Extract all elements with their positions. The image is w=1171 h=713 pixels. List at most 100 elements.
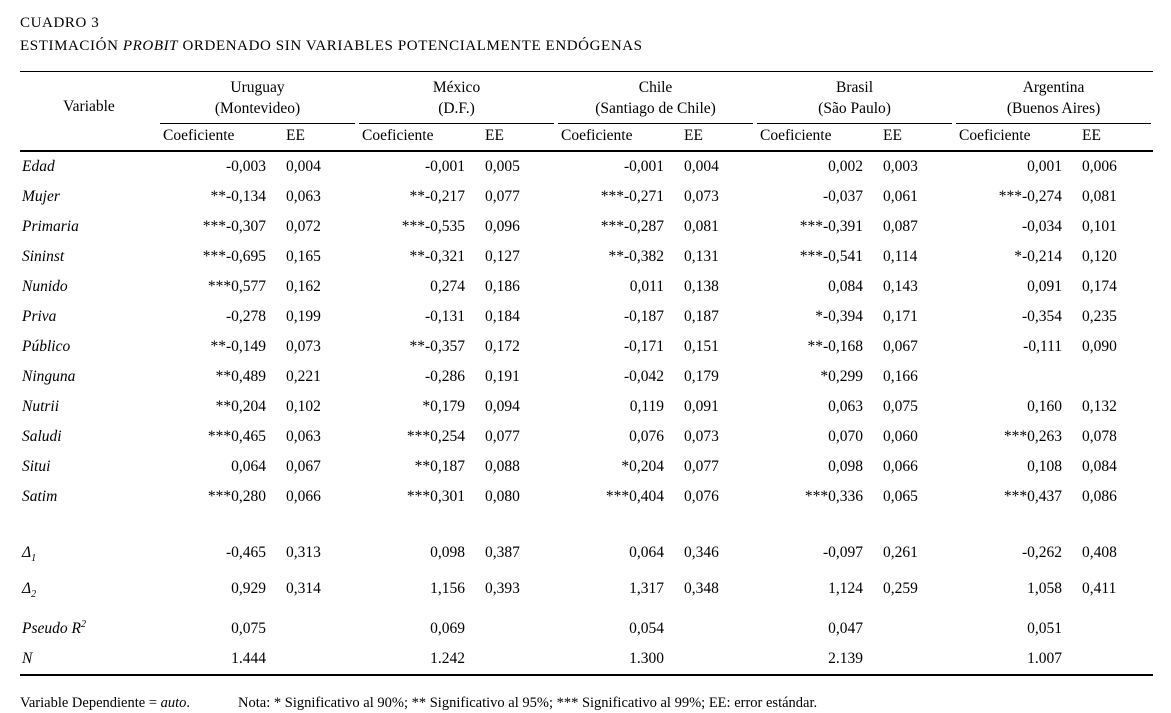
ee-cell: 0,004	[286, 158, 321, 175]
coefficient-cell: 0,274	[430, 278, 466, 295]
coefficient-cell: 0,063	[828, 398, 864, 415]
coefficient-cell: ***0,263	[1003, 428, 1063, 445]
ee-cell: 0,174	[1082, 278, 1117, 295]
ee-header: EE	[284, 124, 358, 152]
coefficient-cell: 0,075	[231, 620, 266, 638]
coefficient-cell: *0,299	[820, 368, 864, 385]
row-variable-label: Situi	[22, 458, 51, 475]
coefficient-cell: ***0,404	[605, 488, 665, 505]
coefficient-cell: ***0,280	[207, 488, 266, 505]
ee-cell: 0,080	[485, 488, 520, 505]
ee-cell: 0,090	[1082, 338, 1117, 355]
coefficient-cell: 0,070	[828, 428, 864, 445]
coefficient-cell: -0,286	[424, 368, 466, 385]
ee-cell: 0,091	[684, 398, 719, 415]
table-footnote: Variable Dependiente = auto. Nota: * Sign…	[20, 693, 1153, 713]
row-variable-label: Pseudo R2	[22, 619, 86, 638]
ee-cell: 0,077	[684, 458, 719, 475]
coefficient-cell: ***-0,287	[600, 218, 665, 235]
coefficient-cell: -0,131	[424, 308, 466, 325]
row-variable-label: Público	[22, 338, 71, 355]
coefficient-cell: -0,034	[1022, 218, 1063, 235]
coefficient-cell: **0,204	[215, 398, 266, 415]
table-row: Ninguna **0,489 0,221 -0,286 0,191 -0,042 0,17…	[20, 362, 1153, 392]
ee-cell: 0,101	[1082, 218, 1117, 235]
ee-cell: 0,061	[883, 188, 918, 205]
ee-cell: 0,132	[1082, 398, 1117, 415]
ee-cell: 0,060	[883, 428, 918, 445]
row-variable-label: Satim	[22, 488, 58, 505]
coefficient-header: Coeficiente	[556, 124, 683, 152]
ee-cell: 0,005	[485, 158, 520, 175]
coefficient-cell: 0,051	[1027, 620, 1063, 638]
coefficient-cell: 1.444	[231, 650, 266, 668]
coefficient-cell: -0,111	[1023, 338, 1063, 355]
table-row: Público **-0,149 0,073 **-0,357 0,172 -0,171 0…	[20, 332, 1153, 362]
spacer-row	[20, 512, 1153, 538]
ee-cell: 0,063	[286, 188, 321, 205]
coefficient-cell: -0,003	[225, 158, 266, 175]
ee-cell: 0,191	[485, 368, 520, 385]
ee-cell: 0,166	[883, 368, 918, 385]
coefficient-cell: -0,042	[623, 368, 665, 385]
table-title-post: ORDENADO SIN VARIABLES POTENCIALMENTE EN…	[178, 38, 643, 54]
ee-cell	[881, 644, 954, 675]
coefficient-cell: ***-0,535	[401, 218, 466, 235]
subheader-row: Coeficiente EE Coeficiente EE Coeficient…	[20, 124, 1154, 152]
table-row: Nunido ***0,577 0,162 0,274 0,186 0,011 0,138 0…	[20, 272, 1153, 302]
row-variable-label: N	[22, 650, 33, 668]
column-group-chile: Chile (Santiago de Chile)	[556, 72, 755, 124]
coefficient-cell: -0,278	[225, 308, 266, 325]
coefficient-cell: 1.007	[1027, 650, 1063, 668]
ee-cell: 0,065	[883, 488, 918, 505]
ee-cell: 0,063	[286, 428, 321, 445]
coefficient-cell: 1,058	[1027, 580, 1063, 598]
coefficient-cell: 0,119	[629, 398, 665, 415]
ee-cell: 0,179	[684, 368, 719, 385]
coefficient-cell: 1.242	[430, 650, 466, 668]
column-group-argentina: Argentina (Buenos Aires)	[954, 72, 1153, 124]
dependent-pre: Variable Dependiente =	[20, 695, 161, 712]
ee-header: EE	[881, 124, 955, 152]
ee-cell	[284, 644, 357, 675]
ee-cell: 0,078	[1082, 428, 1117, 445]
coefficient-cell: 2.139	[828, 650, 864, 668]
coefficient-cell: -0,001	[623, 158, 665, 175]
column-group-mexico: México (D.F.)	[357, 72, 556, 124]
coefficient-cell: 0,160	[1027, 398, 1063, 415]
coefficient-cell: 0,098	[828, 458, 864, 475]
ee-cell: 0,411	[1082, 580, 1117, 598]
ee-cell: 0,127	[485, 248, 520, 265]
coefficient-cell: ***0,254	[406, 428, 466, 445]
coefficient-cell: ***-0,391	[799, 218, 864, 235]
table-row: Primaria ***-0,307 0,072 ***-0,535 0,096 ***-…	[20, 212, 1153, 242]
coefficient-cell: ***0,577	[207, 278, 266, 295]
coefficient-cell: ***-0,307	[202, 218, 266, 235]
table-number: CUADRO 3	[20, 15, 100, 31]
ee-cell: 0,186	[485, 278, 520, 295]
ee-cell	[682, 644, 755, 675]
country-name: México	[432, 79, 481, 96]
ee-cell: 0,199	[286, 308, 321, 325]
ee-header: EE	[682, 124, 756, 152]
coefficient-cell: 0,084	[828, 278, 864, 295]
coefficient-cell: 1,317	[629, 580, 665, 598]
coefficient-header: Coeficiente	[954, 124, 1081, 152]
ee-cell: 0,088	[485, 458, 520, 475]
country-city: (Santiago de Chile)	[595, 100, 716, 117]
table-row: Edad -0,003 0,004 -0,001 0,005 -0,001 0,004 0,0…	[20, 151, 1153, 182]
ee-cell: 0,102	[286, 398, 321, 415]
ee-cell: 0,073	[684, 428, 719, 445]
country-name: Uruguay	[230, 79, 285, 96]
ee-cell: 0,094	[485, 398, 520, 415]
coefficient-cell: -0,037	[822, 188, 864, 205]
ee-cell: 0,114	[883, 248, 918, 265]
table-row: Situi 0,064 0,067 **0,187 0,088 *0,204 0,077 0,…	[20, 452, 1153, 482]
coefficient-header: Coeficiente	[755, 124, 882, 152]
coefficient-cell: **-0,134	[210, 188, 266, 205]
coefficient-cell: **-0,321	[409, 248, 466, 265]
column-group-uruguay: Uruguay (Montevideo)	[158, 72, 357, 124]
coefficient-cell: **-0,217	[409, 188, 466, 205]
table-row: Saludi ***0,465 0,063 ***0,254 0,077 0,076 0,0…	[20, 422, 1153, 452]
ee-cell: 0,075	[883, 398, 918, 415]
